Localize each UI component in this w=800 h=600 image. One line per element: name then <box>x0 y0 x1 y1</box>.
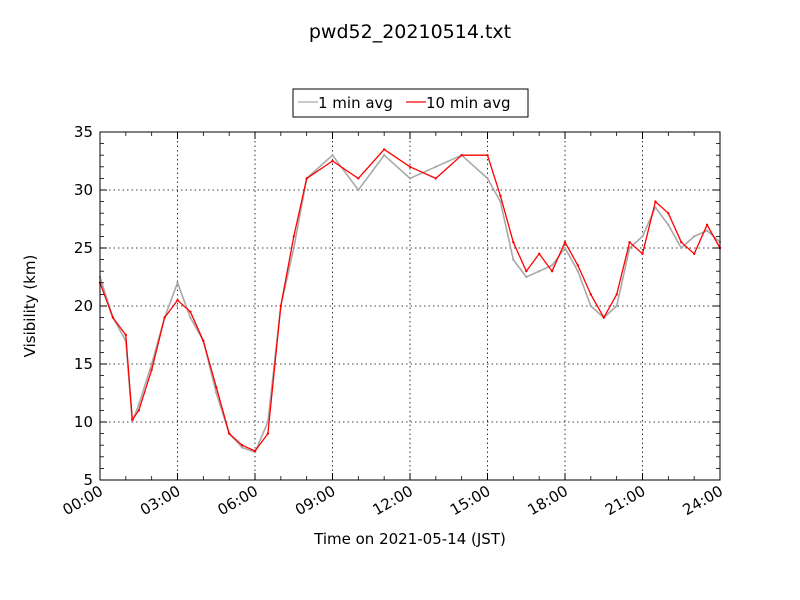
data-point-1min-avg <box>486 177 489 180</box>
data-point-10min-avg <box>124 333 128 337</box>
x-tick-label: 24:00 <box>680 482 726 519</box>
data-point-1min-avg <box>137 403 140 406</box>
data-point-1min-avg <box>292 246 295 250</box>
y-tick-label: 35 <box>74 123 93 141</box>
y-tick-label: 20 <box>74 297 93 315</box>
series-line-10min-avg <box>99 148 721 452</box>
data-point-10min-avg <box>434 177 437 180</box>
y-axis-label: Visibility (km) <box>21 255 39 358</box>
data-point-10min-avg <box>576 264 580 267</box>
y-tick-label: 5 <box>83 471 93 489</box>
data-point-1min-avg <box>654 206 657 209</box>
data-point-10min-avg <box>292 235 295 238</box>
data-point-10min-avg <box>383 148 386 151</box>
data-point-10min-avg <box>563 241 567 244</box>
data-point-10min-avg <box>240 444 244 447</box>
data-point-1min-avg <box>383 154 386 157</box>
data-point-1min-avg <box>150 362 153 366</box>
data-point-10min-avg <box>131 418 134 421</box>
data-point-10min-avg <box>202 339 205 342</box>
data-point-1min-avg <box>705 229 709 232</box>
data-point-10min-avg <box>512 241 515 244</box>
data-point-1min-avg <box>240 446 244 449</box>
data-point-10min-avg <box>550 270 554 273</box>
data-point-1min-avg <box>189 316 192 319</box>
data-point-10min-avg <box>486 154 489 157</box>
legend-box <box>292 88 529 118</box>
gridlines <box>100 132 720 480</box>
data-point-10min-avg <box>137 409 140 412</box>
y-tick-label: 30 <box>74 181 93 199</box>
data-point-1min-avg <box>357 188 360 192</box>
y-tick-label: 15 <box>74 355 93 373</box>
legend-label-1min: 1 min avg <box>318 94 393 112</box>
data-point-10min-avg <box>408 165 412 168</box>
data-point-10min-avg <box>215 386 218 389</box>
data-point-1min-avg <box>538 270 541 273</box>
data-point-10min-avg <box>253 449 257 453</box>
data-point-10min-avg <box>654 200 657 203</box>
data-point-10min-avg <box>176 299 179 302</box>
x-tick-label: 21:00 <box>602 482 648 519</box>
data-point-10min-avg <box>279 304 282 308</box>
data-point-1min-avg <box>576 270 580 273</box>
x-tick-label: 06:00 <box>215 482 261 519</box>
data-point-1min-avg <box>331 154 334 157</box>
data-point-10min-avg <box>641 252 644 255</box>
x-axis-label: Time on 2021-05-14 (JST) <box>313 530 506 548</box>
y-tick-label: 25 <box>74 239 93 257</box>
data-point-10min-avg <box>705 223 709 226</box>
data-point-1min-avg <box>693 235 696 238</box>
data-point-10min-avg <box>680 241 683 244</box>
x-tick-label: 15:00 <box>447 482 493 519</box>
legend: 1 min avg 10 min avg <box>292 88 529 118</box>
x-tick-label: 03:00 <box>137 482 183 519</box>
chart-title: pwd52_20210514.txt <box>309 21 511 43</box>
data-point-1min-avg <box>589 304 592 308</box>
data-point-1min-avg <box>512 258 515 261</box>
data-point-10min-avg <box>460 154 463 157</box>
data-point-10min-avg <box>589 293 592 296</box>
data-point-10min-avg <box>525 270 528 273</box>
data-point-1min-avg <box>563 246 567 250</box>
data-point-10min-avg <box>693 252 696 255</box>
data-point-10min-avg <box>266 432 270 435</box>
data-point-10min-avg <box>331 159 334 163</box>
legend-label-10min: 10 min avg <box>426 94 511 112</box>
data-point-10min-avg <box>150 368 153 371</box>
data-point-1min-avg <box>628 246 631 250</box>
data-point-10min-avg <box>163 316 166 319</box>
data-point-1min-avg <box>408 177 412 180</box>
data-point-10min-avg <box>615 293 618 296</box>
y-tick-label: 10 <box>74 413 93 431</box>
data-point-10min-avg <box>538 252 541 255</box>
data-point-10min-avg <box>228 432 231 435</box>
x-tick-label: 12:00 <box>370 482 416 519</box>
data-point-1min-avg <box>550 264 554 267</box>
data-point-10min-avg <box>667 212 670 215</box>
data-point-10min-avg <box>499 194 502 197</box>
x-tick-label: 09:00 <box>292 482 338 519</box>
data-point-10min-avg <box>189 310 192 313</box>
data-point-1min-avg <box>615 304 618 308</box>
data-point-1min-avg <box>176 281 179 284</box>
data-point-1min-avg <box>131 420 134 424</box>
data-point-1min-avg <box>680 246 683 250</box>
data-point-1min-avg <box>667 223 670 226</box>
data-point-1min-avg <box>215 391 218 395</box>
data-point-10min-avg <box>111 316 115 319</box>
data-point-10min-avg <box>628 241 631 244</box>
series-layer <box>98 148 722 454</box>
data-point-1min-avg <box>641 235 644 238</box>
data-point-1min-avg <box>499 200 502 203</box>
data-point-1min-avg <box>434 165 437 168</box>
data-point-10min-avg <box>305 177 308 180</box>
data-point-10min-avg <box>602 316 605 319</box>
x-tick-label: 18:00 <box>525 482 571 519</box>
data-point-10min-avg <box>357 177 360 180</box>
data-point-1min-avg <box>525 275 528 279</box>
